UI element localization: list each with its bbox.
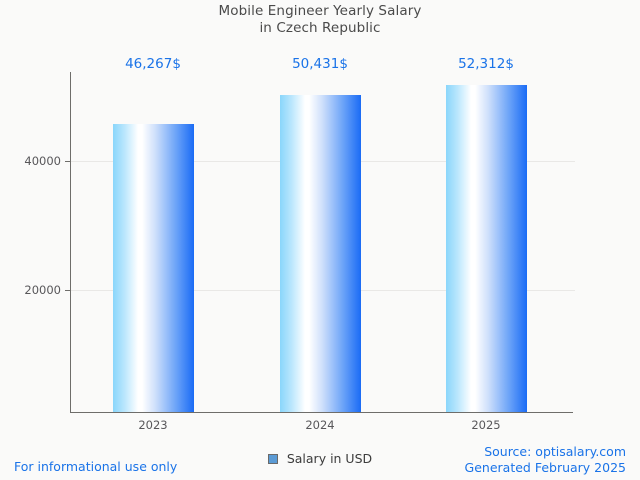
chart-legend[interactable]: Salary in USD <box>0 452 640 466</box>
x-tick-label-2023: 2023 <box>138 418 168 432</box>
y-tick-mark-40000 <box>65 161 71 163</box>
y-axis-line <box>70 72 72 413</box>
bar-2024[interactable] <box>280 95 361 412</box>
data-label-2024: 50,431$ <box>292 56 348 72</box>
x-axis-line <box>70 412 573 414</box>
footer-generated-date: Generated February 2025 <box>464 460 626 475</box>
data-label-2025: 52,312$ <box>458 56 514 72</box>
legend-swatch-icon <box>267 454 278 464</box>
legend-label-salary-in-usd: Salary in USD <box>286 451 373 466</box>
footer-disclaimer: For informational use only <box>14 459 178 474</box>
data-label-2023: 46,267$ <box>125 56 181 72</box>
y-tick-label-40000: 40000 <box>24 154 61 168</box>
footer-source: Source: optisalary.com <box>484 444 626 459</box>
x-tick-label-2025: 2025 <box>471 418 501 432</box>
footer-source-block: Source: optisalary.com Generated Februar… <box>465 444 626 476</box>
chart-title-line-1: Mobile Engineer Yearly Salary <box>218 3 422 19</box>
y-tick-label-20000: 20000 <box>24 283 61 297</box>
chart-title-line-2: in Czech Republic <box>259 20 381 36</box>
chart-title: Mobile Engineer Yearly Salary in Czech R… <box>0 3 640 37</box>
x-tick-label-2024: 2024 <box>305 418 335 432</box>
bar-2023[interactable] <box>113 124 194 412</box>
bar-2025[interactable] <box>446 85 527 412</box>
y-tick-mark-20000 <box>65 290 71 292</box>
